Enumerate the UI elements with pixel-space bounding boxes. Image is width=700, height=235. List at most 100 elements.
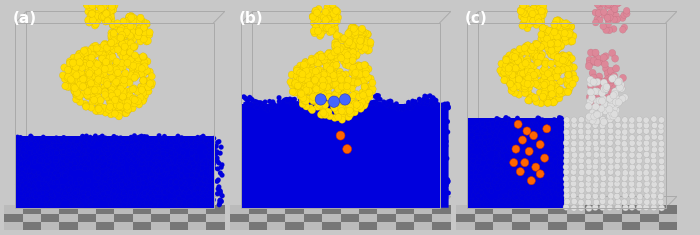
Circle shape — [343, 194, 348, 199]
Circle shape — [289, 101, 294, 106]
Circle shape — [134, 32, 141, 40]
Circle shape — [332, 161, 337, 166]
Circle shape — [75, 66, 82, 73]
Circle shape — [139, 136, 143, 141]
Circle shape — [353, 127, 358, 132]
Circle shape — [335, 86, 342, 93]
Circle shape — [101, 41, 108, 48]
Circle shape — [533, 173, 538, 178]
Circle shape — [313, 75, 320, 83]
Circle shape — [349, 191, 354, 196]
Circle shape — [512, 187, 517, 192]
Circle shape — [122, 19, 129, 27]
Circle shape — [282, 121, 287, 126]
Circle shape — [288, 167, 293, 172]
Circle shape — [102, 58, 110, 66]
Circle shape — [606, 95, 613, 102]
Circle shape — [351, 25, 358, 32]
Circle shape — [523, 0, 530, 7]
Circle shape — [43, 147, 48, 152]
Circle shape — [606, 14, 613, 21]
Circle shape — [408, 102, 413, 107]
Circle shape — [173, 180, 178, 185]
Circle shape — [90, 141, 95, 145]
Circle shape — [102, 55, 108, 62]
Circle shape — [96, 171, 101, 176]
Circle shape — [244, 102, 248, 106]
Circle shape — [196, 169, 201, 174]
Circle shape — [486, 185, 491, 190]
Circle shape — [104, 147, 108, 152]
Circle shape — [435, 165, 439, 170]
Circle shape — [111, 84, 118, 91]
Circle shape — [335, 192, 339, 197]
Circle shape — [486, 174, 491, 179]
Circle shape — [315, 52, 322, 59]
Circle shape — [318, 23, 325, 31]
Circle shape — [596, 110, 603, 118]
Circle shape — [404, 144, 409, 149]
Circle shape — [365, 47, 372, 54]
Circle shape — [337, 106, 342, 111]
Circle shape — [122, 40, 130, 47]
Circle shape — [510, 62, 517, 69]
Bar — [4, 214, 22, 222]
Circle shape — [206, 143, 211, 148]
Circle shape — [614, 163, 620, 170]
Circle shape — [430, 186, 435, 191]
Circle shape — [58, 184, 63, 189]
Circle shape — [290, 202, 295, 207]
Circle shape — [537, 70, 544, 77]
Circle shape — [347, 110, 354, 117]
Circle shape — [106, 138, 111, 144]
Circle shape — [312, 157, 316, 162]
Bar — [78, 222, 96, 230]
Circle shape — [145, 84, 152, 91]
Circle shape — [594, 88, 601, 95]
Circle shape — [540, 42, 547, 49]
Circle shape — [79, 165, 83, 170]
Circle shape — [145, 179, 150, 184]
Circle shape — [209, 158, 214, 163]
Circle shape — [253, 105, 258, 110]
Circle shape — [115, 174, 120, 179]
Circle shape — [187, 202, 192, 208]
Circle shape — [434, 181, 439, 186]
Circle shape — [287, 192, 291, 197]
Circle shape — [550, 85, 556, 92]
Circle shape — [658, 175, 664, 181]
Circle shape — [351, 71, 358, 78]
Circle shape — [253, 185, 258, 190]
Circle shape — [294, 159, 299, 164]
Circle shape — [651, 170, 657, 176]
Circle shape — [107, 163, 112, 168]
Bar — [267, 214, 286, 222]
Circle shape — [389, 166, 393, 171]
Circle shape — [314, 162, 319, 167]
Circle shape — [162, 195, 167, 200]
Circle shape — [169, 160, 174, 165]
Circle shape — [528, 93, 536, 100]
Circle shape — [556, 189, 561, 194]
Circle shape — [348, 24, 355, 31]
Circle shape — [122, 70, 129, 77]
Circle shape — [540, 76, 547, 83]
Circle shape — [246, 173, 251, 178]
Circle shape — [94, 106, 101, 113]
Circle shape — [308, 55, 315, 62]
Circle shape — [440, 175, 445, 180]
Circle shape — [214, 144, 219, 149]
Circle shape — [312, 68, 319, 75]
Circle shape — [307, 117, 312, 122]
Circle shape — [407, 189, 412, 194]
Circle shape — [90, 17, 97, 24]
Circle shape — [420, 109, 425, 114]
Circle shape — [354, 155, 358, 160]
Circle shape — [144, 201, 149, 206]
Circle shape — [101, 0, 108, 4]
Circle shape — [538, 178, 542, 183]
Circle shape — [358, 176, 363, 181]
Circle shape — [376, 200, 381, 205]
Circle shape — [414, 106, 419, 111]
Circle shape — [127, 13, 134, 20]
